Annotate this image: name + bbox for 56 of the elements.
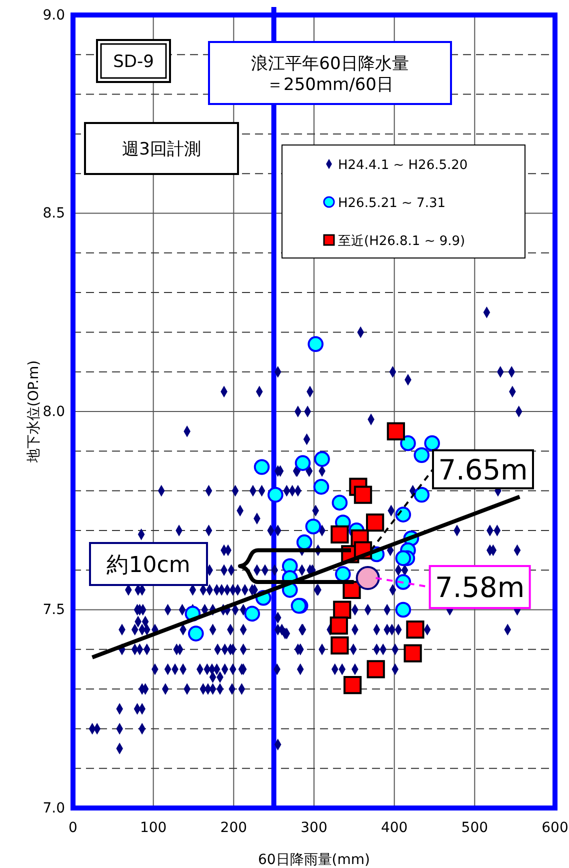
- point: [333, 600, 352, 619]
- point: [344, 676, 362, 694]
- point: [400, 435, 416, 452]
- point: [424, 435, 440, 452]
- x-tick-label: 100: [140, 820, 167, 836]
- point: [305, 518, 322, 534]
- point: [335, 566, 351, 582]
- point: [330, 616, 348, 635]
- point: [244, 606, 260, 622]
- x-tick-label: 300: [300, 820, 328, 836]
- y-tick-label: 9.0: [42, 7, 65, 24]
- point: [254, 459, 270, 475]
- legend-label: H24.4.1 ~ H26.5.20: [338, 158, 468, 173]
- point: [414, 447, 430, 464]
- point: [330, 636, 349, 654]
- x-tick-label: 400: [380, 820, 408, 836]
- annotation: 浪江平年60日降水量: [251, 54, 409, 74]
- y-tick-label: 8.0: [42, 404, 65, 420]
- point: [395, 602, 412, 618]
- annotation: 7.58m: [435, 571, 525, 604]
- x-tick-label: 500: [461, 820, 488, 836]
- point: [354, 486, 372, 504]
- x-axis-title: 60日降雨量(mm): [258, 852, 370, 868]
- point: [308, 336, 324, 352]
- x-tick-label: 200: [220, 820, 248, 836]
- point: [395, 506, 412, 522]
- y-tick-label: 7.0: [42, 800, 65, 816]
- annotation: 7.65m: [438, 453, 528, 486]
- annotation: 週3回計測: [122, 140, 201, 160]
- point: [395, 574, 412, 590]
- point: [406, 620, 424, 639]
- legend-label: H26.5.21 ~ 7.31: [338, 196, 446, 211]
- point: [314, 451, 330, 467]
- x-tick-label: 600: [542, 820, 568, 836]
- point: [313, 478, 330, 495]
- point: [366, 660, 385, 678]
- point: [332, 494, 348, 511]
- y-tick-label: 8.5: [42, 206, 65, 222]
- point: [366, 513, 384, 532]
- point: [294, 455, 311, 471]
- y-axis-title: 地下水位(OP.m): [26, 360, 42, 464]
- point: [296, 534, 312, 550]
- point: [356, 566, 380, 590]
- point: [268, 486, 284, 503]
- point: [188, 626, 204, 642]
- x-tick-label: 0: [68, 820, 78, 836]
- point: [395, 550, 412, 566]
- point: [330, 525, 349, 544]
- point: [404, 644, 422, 662]
- point: [386, 422, 406, 440]
- point: [414, 486, 430, 503]
- annotation: ＝250mm/60日: [266, 75, 394, 96]
- annotation: SD-9: [113, 52, 154, 72]
- legend-label: 至近(H26.8.1 ~ 9.9): [338, 234, 466, 249]
- y-tick-label: 7.5: [42, 602, 65, 618]
- annotation: 約10cm: [106, 552, 190, 578]
